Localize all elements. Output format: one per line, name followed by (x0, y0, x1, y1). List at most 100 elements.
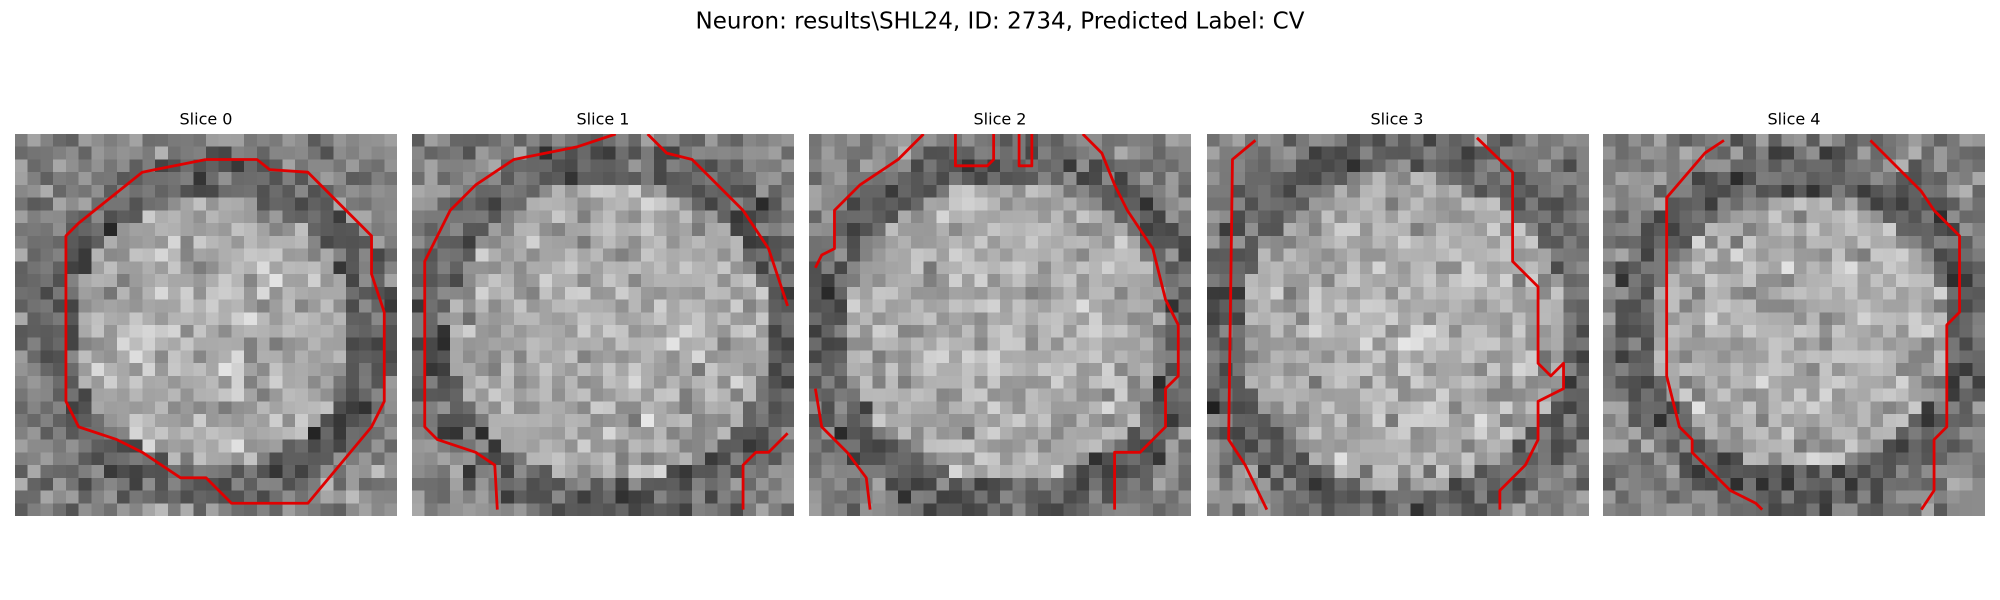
pixel (53, 235, 67, 249)
pixel (974, 299, 988, 313)
pixel (1603, 325, 1617, 339)
pixel (1641, 363, 1655, 377)
pixel (1883, 363, 1897, 377)
pixel (859, 350, 874, 364)
pixel (1550, 426, 1564, 440)
pixel (295, 286, 309, 300)
pixel (1398, 363, 1412, 377)
pixel (1127, 401, 1141, 415)
pixel (1296, 235, 1310, 249)
pixel (1474, 490, 1488, 504)
pixel (104, 312, 118, 326)
pixel (1000, 223, 1014, 237)
pixel (564, 172, 578, 186)
pixel (1576, 503, 1589, 516)
pixel (847, 197, 861, 211)
slice-title: Slice 3 (1371, 110, 1424, 129)
pixel (1563, 312, 1577, 326)
pixel (847, 490, 861, 504)
pixel (666, 235, 680, 249)
pixel (1934, 490, 1948, 504)
pixel (974, 363, 988, 377)
pixel (269, 401, 283, 415)
pixel (666, 503, 680, 516)
pixel (1832, 439, 1846, 453)
pixel (1959, 401, 1973, 415)
pixel (513, 248, 527, 262)
pixel (437, 248, 451, 262)
pixel (193, 146, 207, 160)
pixel (1755, 414, 1769, 428)
pixel (961, 401, 975, 415)
pixel (539, 375, 553, 390)
pixel (552, 401, 566, 415)
pixel (1165, 350, 1179, 364)
pixel (412, 299, 426, 313)
pixel (1666, 363, 1680, 377)
pixel (1934, 503, 1948, 516)
pixel (1679, 299, 1693, 313)
pixel (1152, 388, 1166, 402)
pixel (809, 172, 823, 186)
pixel (104, 274, 118, 288)
pixel (1474, 223, 1488, 237)
pixel (1628, 465, 1642, 479)
pixel (834, 261, 848, 275)
pixel (1717, 439, 1731, 453)
pixel (590, 159, 604, 173)
pixel (1461, 274, 1475, 288)
pixel (1641, 350, 1655, 364)
pixel (1101, 261, 1115, 275)
pixel (346, 223, 360, 237)
pixel (1487, 452, 1501, 466)
pixel (1972, 388, 1985, 402)
pixel (256, 286, 271, 300)
pixel (809, 490, 823, 504)
pixel (91, 503, 105, 516)
pixel (961, 439, 975, 453)
pixel (526, 363, 540, 377)
pixel (15, 414, 29, 428)
pixel (475, 235, 489, 249)
pixel (1576, 210, 1589, 224)
pixel (1959, 312, 1973, 326)
pixel (1038, 363, 1052, 377)
pixel (1717, 375, 1731, 390)
pixel (65, 363, 80, 377)
pixel (231, 477, 245, 491)
pixel (1895, 235, 1909, 249)
pixel (1857, 223, 1871, 237)
pixel (603, 184, 617, 199)
pixel (437, 465, 451, 479)
pixel (1666, 312, 1680, 326)
pixel (358, 477, 372, 491)
pixel (743, 146, 757, 160)
pixel (167, 337, 181, 351)
pixel (666, 388, 680, 402)
pixel (1653, 325, 1668, 339)
pixel (129, 261, 143, 275)
pixel (1692, 286, 1706, 300)
pixel (1423, 159, 1437, 173)
pixel (961, 223, 975, 237)
pixel (1653, 465, 1668, 479)
pixel (1296, 210, 1310, 224)
pixel (1114, 210, 1128, 224)
pixel (1165, 388, 1179, 402)
pixel (1038, 146, 1052, 160)
pixel (885, 286, 899, 300)
pixel (1653, 477, 1668, 491)
pixel (1347, 375, 1361, 390)
pixel (282, 503, 296, 516)
pixel (129, 223, 143, 237)
pixel (1114, 363, 1128, 377)
pixel (1025, 299, 1039, 313)
pixel (142, 490, 156, 504)
pixel (1076, 312, 1090, 326)
pixel (155, 503, 169, 516)
pixel (590, 388, 604, 402)
pixel (768, 414, 782, 428)
pixel (282, 134, 296, 148)
pixel (1730, 363, 1744, 377)
pixel (450, 184, 464, 199)
